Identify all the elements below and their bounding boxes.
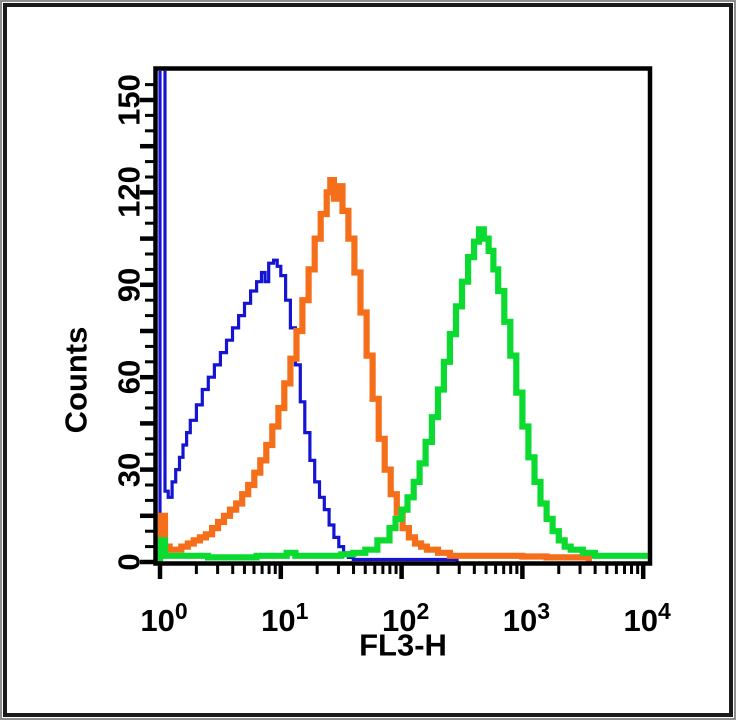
x-axis-title: FL3-H bbox=[359, 627, 447, 663]
x-tick-exponent: 2 bbox=[416, 598, 430, 624]
y-axis-tick-label: 60 bbox=[111, 359, 147, 395]
orange-thick-histogram-curve bbox=[157, 177, 592, 562]
x-tick-exponent: 4 bbox=[658, 598, 671, 624]
y-axis-tick-label: 150 bbox=[111, 74, 147, 126]
x-axis-tick-label: 103 bbox=[502, 598, 551, 638]
blue-thin-histogram-curve bbox=[158, 70, 459, 562]
y-axis-tick-label: 120 bbox=[111, 166, 147, 219]
x-axis-tick-label: 104 bbox=[623, 598, 671, 638]
x-tick-exponent: 0 bbox=[174, 598, 188, 624]
x-tick-exponent: 3 bbox=[537, 598, 551, 624]
y-axis-tick-label: 30 bbox=[111, 452, 147, 487]
x-tick-exponent: 1 bbox=[295, 598, 309, 624]
x-tick-base: 10 bbox=[502, 603, 538, 638]
y-axis-tick-label: 0 bbox=[111, 553, 147, 571]
x-axis-tick-label: 102 bbox=[381, 598, 430, 638]
x-axis-tick-label: 101 bbox=[261, 598, 309, 638]
x-tick-base: 10 bbox=[140, 603, 175, 638]
x-tick-base: 10 bbox=[381, 603, 417, 638]
y-axis-title: Counts bbox=[58, 326, 94, 434]
x-tick-base: 10 bbox=[261, 603, 296, 638]
x-tick-base: 10 bbox=[623, 603, 659, 638]
y-axis-tick-label: 90 bbox=[111, 267, 147, 303]
plot-frame bbox=[153, 66, 653, 566]
x-axis-tick-label: 100 bbox=[140, 598, 188, 638]
green-thick-histogram-curve bbox=[157, 226, 648, 562]
